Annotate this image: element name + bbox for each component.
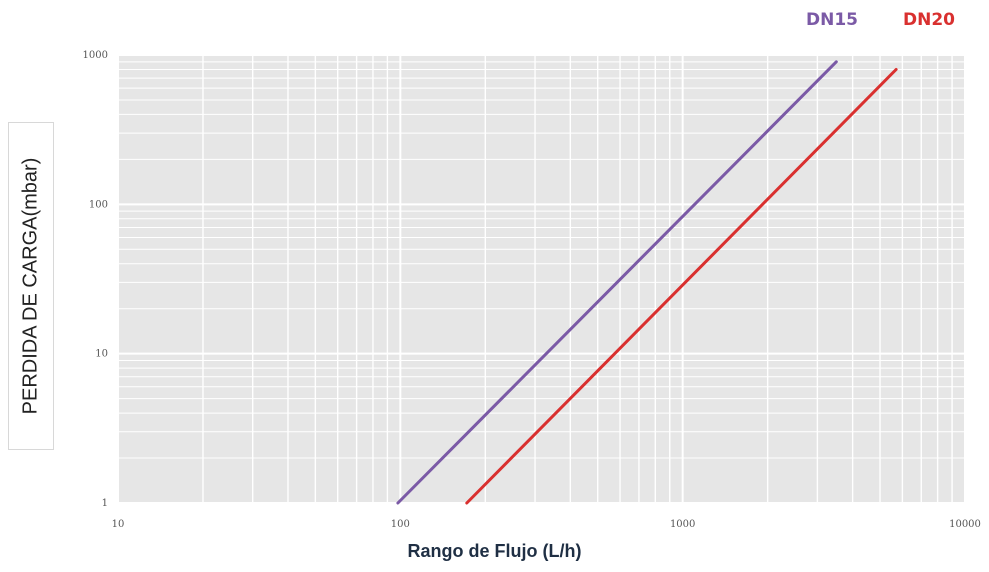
x-tick-label: 1000 bbox=[670, 519, 695, 530]
legend-dn20: DN20 bbox=[903, 10, 955, 30]
x-tick-label: 100 bbox=[391, 519, 410, 530]
legend-dn15: DN15 bbox=[806, 10, 858, 30]
y-tick-label: 100 bbox=[89, 199, 108, 210]
x-axis-title: Rango de Flujo (L/h) bbox=[407, 541, 582, 561]
plot-area bbox=[118, 55, 965, 503]
y-tick-label: 10 bbox=[95, 349, 108, 360]
tick-labels: 10 100 1000 10000 1 10 100 1000 bbox=[83, 50, 981, 530]
y-axis-title-box bbox=[8, 122, 54, 450]
series-line-dn20 bbox=[465, 68, 898, 505]
x-tick-label: 10 bbox=[112, 519, 125, 530]
y-tick-label: 1000 bbox=[83, 50, 108, 61]
y-tick-label: 1 bbox=[102, 498, 108, 509]
x-tick-label: 10000 bbox=[949, 519, 981, 530]
series-line-dn15 bbox=[396, 60, 838, 505]
series-lines bbox=[396, 60, 898, 505]
